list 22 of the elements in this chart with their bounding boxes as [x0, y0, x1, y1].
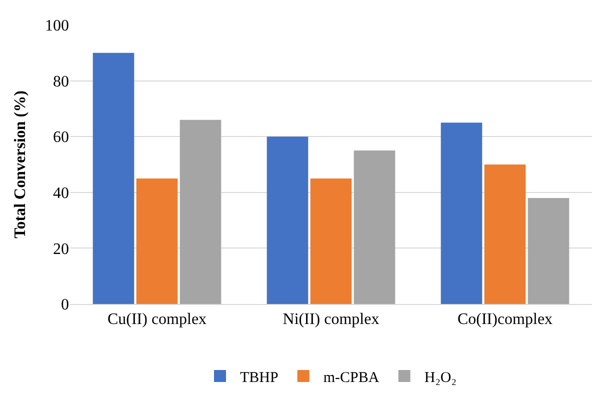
y-axis-title: Total Conversion (%): [12, 90, 29, 238]
y-tick-label: 0: [61, 296, 69, 314]
y-tick-label: 60: [53, 129, 69, 146]
bar: [440, 122, 482, 304]
legend-label: m-CPBA: [323, 370, 380, 386]
y-tick-label: 100: [45, 18, 69, 35]
bar: [266, 136, 308, 304]
bar: [528, 198, 570, 304]
legend-label: H₂O₂: [424, 370, 456, 386]
x-tick-label: Co(II)complex: [457, 311, 553, 328]
y-tick-label: 80: [53, 73, 69, 90]
bar: [136, 178, 178, 304]
bar: [310, 178, 352, 304]
y-tick-label: 40: [53, 185, 69, 202]
legend-label: TBHP: [240, 370, 278, 386]
bar: [180, 120, 222, 304]
x-tick-label: Ni(II) complex: [282, 311, 380, 328]
bar: [92, 52, 134, 304]
x-tick-label: Cu(II) complex: [107, 311, 207, 328]
y-tick-label: 20: [53, 240, 69, 258]
bar: [484, 164, 526, 304]
bar: [354, 150, 396, 304]
